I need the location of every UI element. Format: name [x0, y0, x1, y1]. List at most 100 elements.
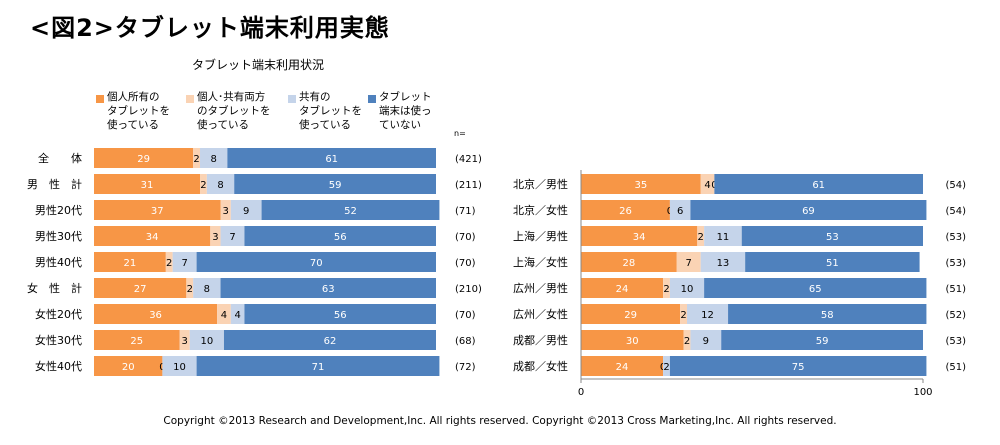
sample-size-label: (54) — [945, 180, 966, 191]
data-label: 52 — [344, 206, 357, 217]
data-label: 58 — [821, 310, 834, 321]
bar-segment — [663, 278, 670, 298]
bar-segment — [261, 200, 440, 220]
copyright-notice: Copyright ©2013 Research and Development… — [163, 415, 837, 427]
bar-segment — [230, 304, 245, 324]
bar-segment — [581, 252, 677, 272]
legend-label-shared: 共有の タブレットを 使っている — [299, 91, 362, 131]
data-label: 36 — [149, 310, 162, 321]
bar-segment — [206, 174, 235, 194]
bar-segment — [223, 330, 436, 350]
data-label: 4 — [221, 310, 227, 321]
bar-segment — [94, 304, 218, 324]
bar-segment — [200, 148, 228, 168]
bar-segment — [94, 278, 187, 298]
data-label: 21 — [124, 258, 137, 269]
bar-segment — [669, 356, 927, 376]
bar-segment — [94, 330, 180, 350]
bar-segment — [162, 356, 197, 376]
sample-size-label: (54) — [945, 206, 966, 217]
bar-segment — [94, 148, 194, 168]
data-label: 2 — [663, 284, 669, 295]
bar-segment — [700, 174, 715, 194]
bar-segment — [728, 304, 927, 324]
data-label: 35 — [634, 180, 647, 191]
bar-segment — [217, 304, 231, 324]
sample-size-label: (53) — [945, 232, 966, 243]
data-label: 26 — [619, 206, 632, 217]
data-label: 2 — [698, 232, 704, 243]
category-label: 上海／女性 — [513, 255, 568, 269]
bar-segment — [193, 278, 221, 298]
data-label: 2 — [663, 362, 669, 373]
bar-segment — [227, 148, 436, 168]
sample-size-label: (70) — [455, 310, 476, 321]
data-label: 65 — [809, 284, 822, 295]
bar-segment — [193, 148, 201, 168]
data-label: 56 — [334, 232, 347, 243]
legend-swatch-shared — [288, 95, 296, 103]
data-label: 13 — [717, 258, 730, 269]
bar-segment — [581, 304, 681, 324]
data-label: 3 — [222, 206, 228, 217]
bar-segment — [683, 330, 691, 350]
data-label: 34 — [146, 232, 159, 243]
bar-segment — [196, 252, 436, 272]
category-label: 広州／女性 — [513, 307, 568, 321]
bar-segment — [697, 226, 705, 246]
data-label: 61 — [325, 154, 338, 165]
category-label: 北京／女性 — [513, 203, 568, 217]
legend-label-none: タブレット 端末は使っ ていない — [379, 91, 432, 131]
data-label: 53 — [826, 232, 839, 243]
data-label: 3 — [212, 232, 218, 243]
sample-size-label: (71) — [455, 206, 476, 217]
data-label: 62 — [324, 336, 337, 347]
bar-segment — [700, 252, 746, 272]
bar-segment — [94, 356, 163, 376]
data-label: 7 — [686, 258, 692, 269]
data-label: 28 — [623, 258, 636, 269]
bar-segment — [94, 226, 211, 246]
data-label: 59 — [329, 180, 342, 191]
page-heading: <図2>タブレット端末利用実態 — [30, 14, 390, 42]
bar-segment — [741, 226, 923, 246]
category-label: 上海／男性 — [513, 229, 568, 243]
data-label: 71 — [312, 362, 325, 373]
category-label: 全 体 — [38, 151, 82, 165]
sample-size-label: (52) — [945, 310, 966, 321]
data-label: 2 — [166, 258, 172, 269]
category-label: 女性30代 — [35, 333, 82, 347]
bar-segment — [581, 174, 701, 194]
bar-segment — [581, 200, 670, 220]
bar-segment — [179, 330, 190, 350]
bar-segment — [704, 226, 742, 246]
category-label: 広州／男性 — [513, 281, 568, 295]
category-label: 女 性 計 — [27, 281, 82, 295]
data-label: 6 — [677, 206, 683, 217]
legend-swatch-both — [186, 95, 194, 103]
bar-segment — [714, 174, 923, 194]
bar-segment — [165, 252, 173, 272]
bar-segment — [230, 200, 262, 220]
data-label: 10 — [173, 362, 186, 373]
data-label: 24 — [616, 362, 629, 373]
sample-size-label: (211) — [455, 180, 482, 191]
bar-segment — [581, 226, 698, 246]
data-label: 4 — [704, 180, 710, 191]
bar-segment — [94, 174, 201, 194]
data-label: 37 — [151, 206, 164, 217]
legend-swatch-personal — [96, 95, 104, 103]
bar-segment — [687, 304, 729, 324]
data-label: 59 — [816, 336, 829, 347]
legend-swatch-none — [368, 95, 376, 103]
bar-segment — [186, 278, 194, 298]
data-label: 2 — [193, 154, 199, 165]
legend-label-both: 個人･共有両方 のタブレットを 使っている — [197, 91, 271, 131]
data-label: 9 — [703, 336, 709, 347]
sample-size-label: (53) — [945, 258, 966, 269]
bar-segment — [581, 278, 664, 298]
sample-size-label: (70) — [455, 258, 476, 269]
bar-segment — [196, 356, 440, 376]
bar-segment — [94, 252, 166, 272]
